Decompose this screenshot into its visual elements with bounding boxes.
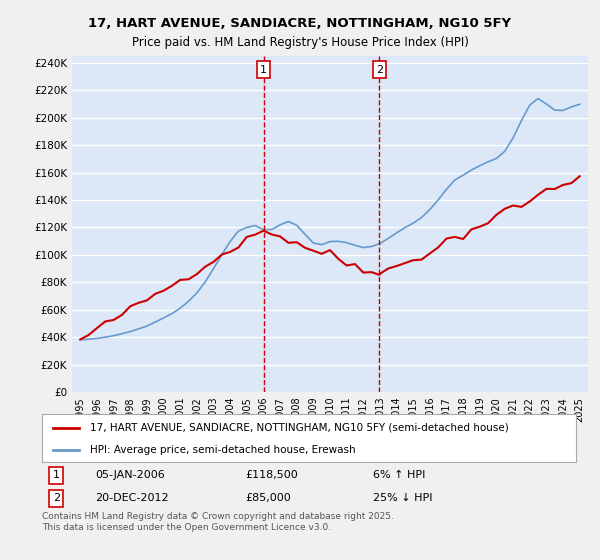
Text: 6% ↑ HPI: 6% ↑ HPI bbox=[373, 470, 425, 480]
Text: HPI: Average price, semi-detached house, Erewash: HPI: Average price, semi-detached house,… bbox=[90, 445, 356, 455]
Text: £118,500: £118,500 bbox=[245, 470, 298, 480]
Text: 05-JAN-2006: 05-JAN-2006 bbox=[95, 470, 165, 480]
Text: Contains HM Land Registry data © Crown copyright and database right 2025.
This d: Contains HM Land Registry data © Crown c… bbox=[42, 512, 394, 532]
Text: £85,000: £85,000 bbox=[245, 493, 290, 503]
Text: 20-DEC-2012: 20-DEC-2012 bbox=[95, 493, 169, 503]
Text: 17, HART AVENUE, SANDIACRE, NOTTINGHAM, NG10 5FY: 17, HART AVENUE, SANDIACRE, NOTTINGHAM, … bbox=[88, 17, 512, 30]
Text: 1: 1 bbox=[53, 470, 59, 480]
Text: 17, HART AVENUE, SANDIACRE, NOTTINGHAM, NG10 5FY (semi-detached house): 17, HART AVENUE, SANDIACRE, NOTTINGHAM, … bbox=[90, 423, 509, 433]
Text: Price paid vs. HM Land Registry's House Price Index (HPI): Price paid vs. HM Land Registry's House … bbox=[131, 36, 469, 49]
Text: 2: 2 bbox=[53, 493, 60, 503]
Text: 2: 2 bbox=[376, 65, 383, 74]
Text: 1: 1 bbox=[260, 65, 267, 74]
Text: 25% ↓ HPI: 25% ↓ HPI bbox=[373, 493, 433, 503]
